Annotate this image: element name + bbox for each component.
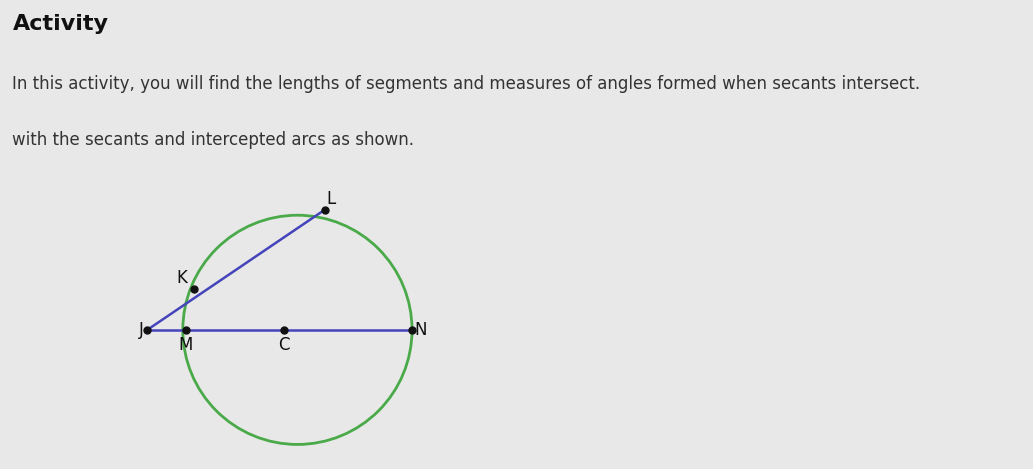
Text: L: L — [326, 190, 336, 208]
Text: J: J — [139, 321, 144, 339]
Text: C: C — [278, 336, 289, 355]
Text: K: K — [177, 269, 187, 287]
Text: Activity: Activity — [12, 14, 108, 34]
Text: N: N — [414, 321, 427, 339]
Text: with the secants and intercepted arcs as shown.: with the secants and intercepted arcs as… — [12, 131, 414, 149]
Text: M: M — [179, 336, 193, 355]
Text: In this activity, you will find the lengths of segments and measures of angles f: In this activity, you will find the leng… — [12, 75, 920, 93]
